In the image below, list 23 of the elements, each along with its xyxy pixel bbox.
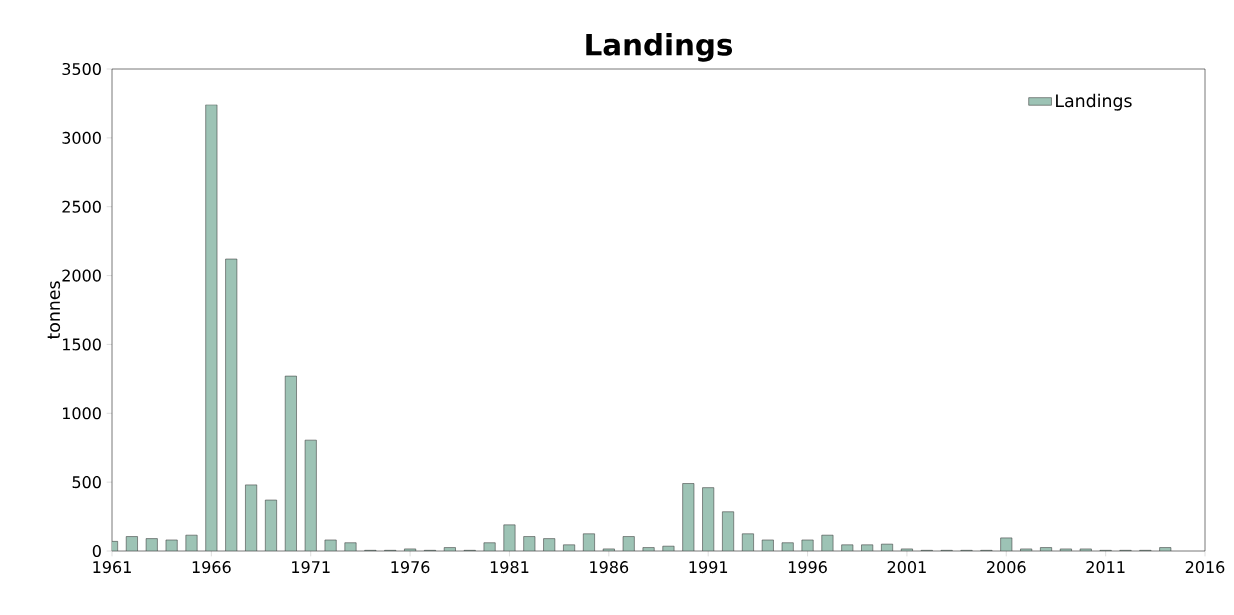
y-tick-label: 0 [92,544,101,558]
y-tick-label: 2000 [62,269,101,282]
x-tick-label: 1981 [490,561,529,574]
x-tick-label: 1971 [292,561,330,574]
y-tick-label: 1000 [63,407,101,420]
y-tick-label: 3000 [62,131,101,144]
y-tick-label: 1500 [63,338,101,351]
x-tick-label: 1961 [93,561,131,574]
x-tick-label: 2006 [987,561,1026,574]
x-tick-label: 2001 [887,561,926,574]
y-axis-title: tonnes [47,281,61,340]
x-tick-label: 1966 [192,561,231,574]
x-tick-label: 1976 [391,561,430,574]
chart-title: Landings [586,33,733,62]
legend-label: Landings [1056,93,1132,111]
y-tick-label: 2500 [62,200,101,213]
y-tick-label: 500 [72,476,101,489]
x-tick-label: 1991 [689,561,728,574]
x-tick-label: 2016 [1185,561,1225,574]
x-tick-label: 2011 [1086,561,1125,574]
x-tick-label: 1996 [788,561,827,574]
y-tick-label: 3500 [62,62,101,76]
x-tick-label: 1986 [590,561,629,574]
